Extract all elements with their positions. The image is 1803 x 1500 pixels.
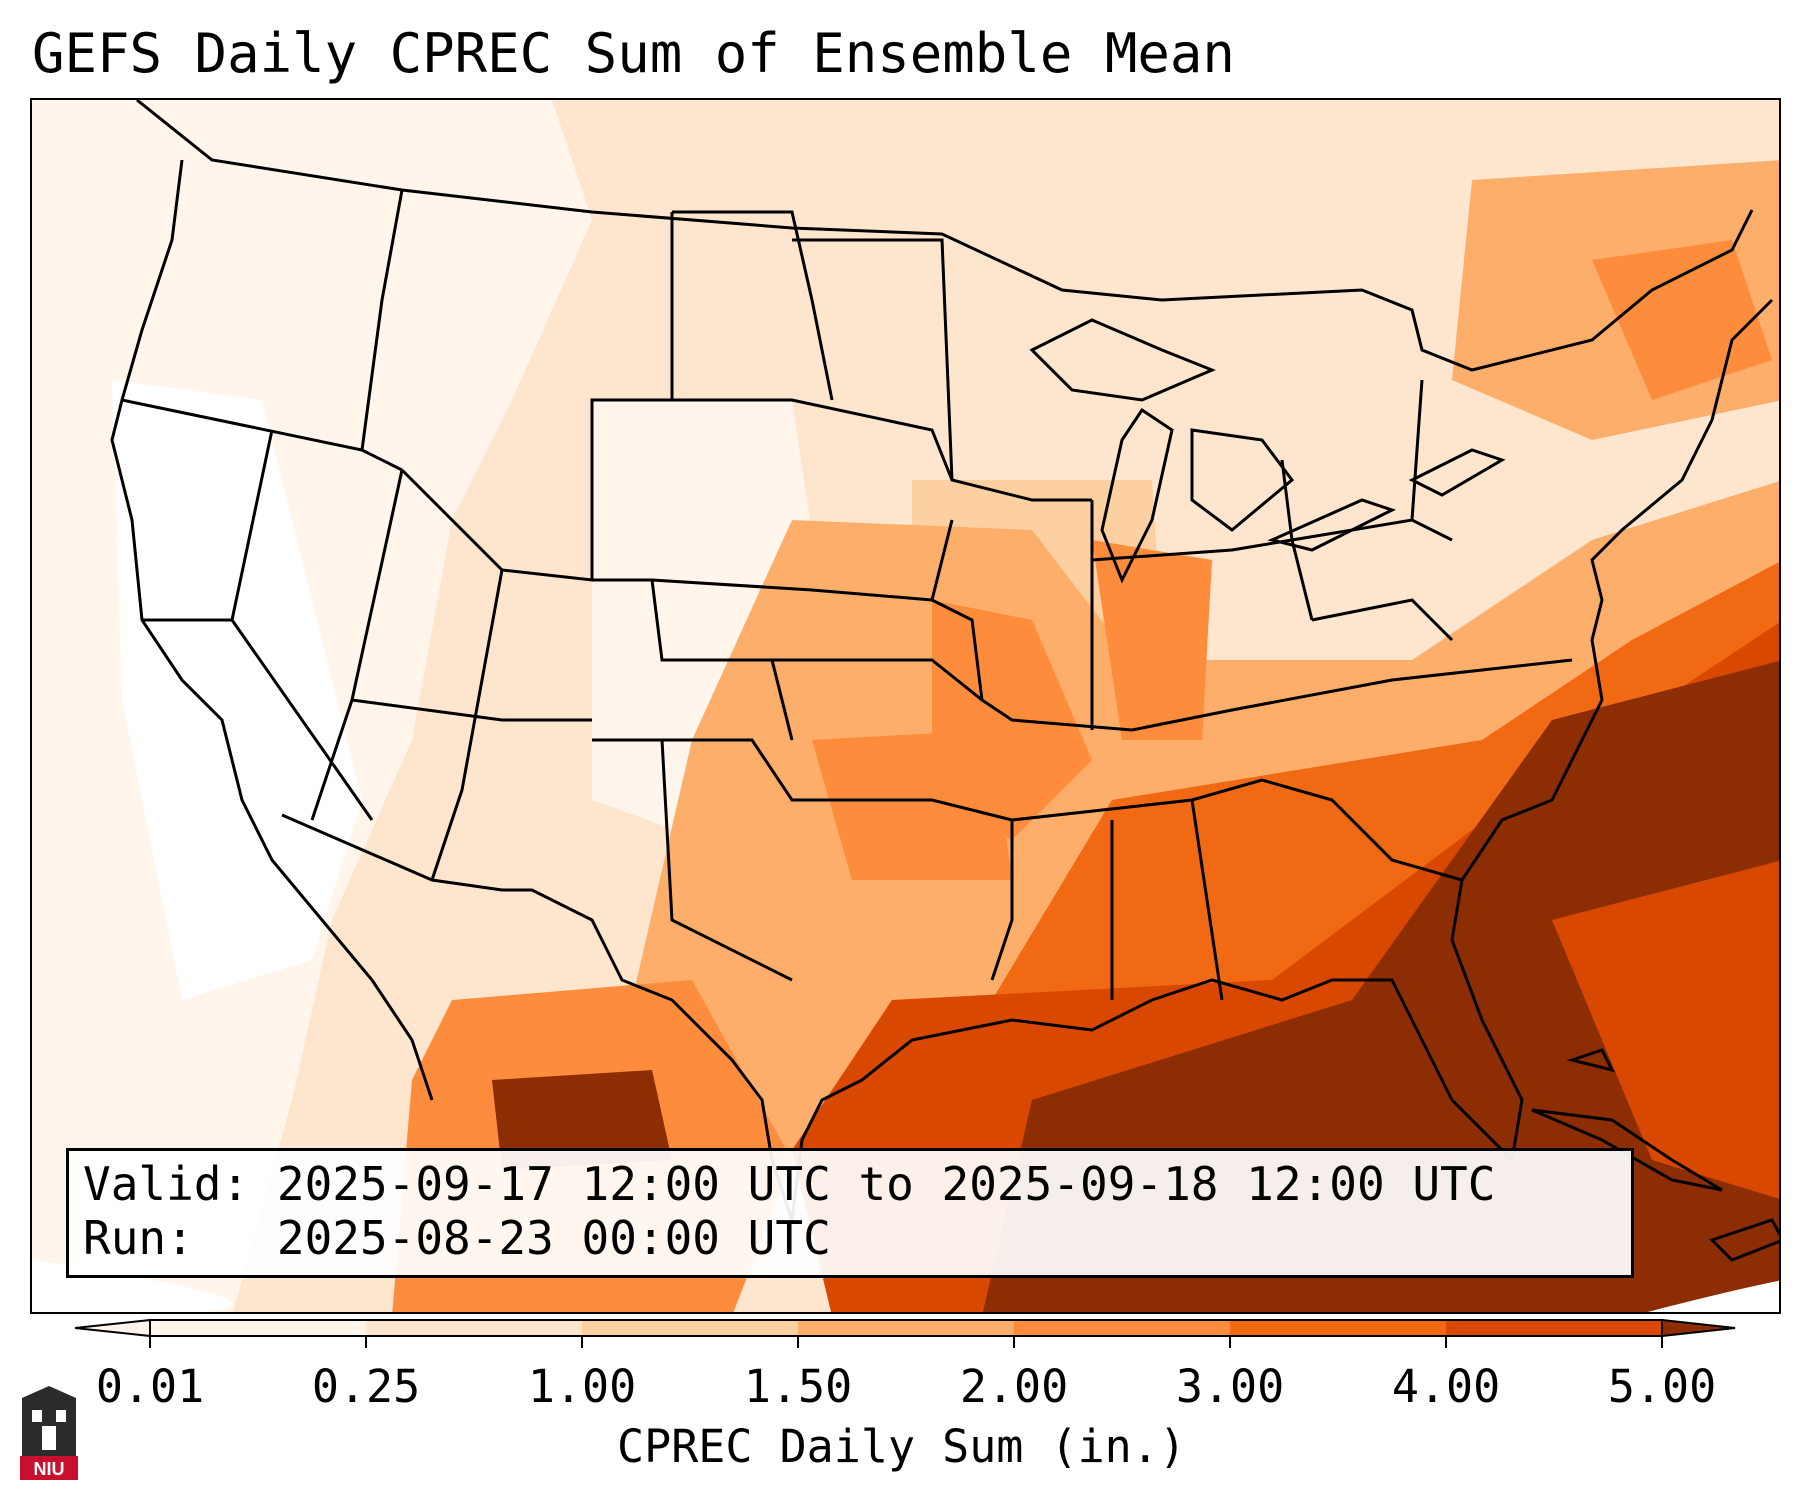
run-line: Run: 2025-08-23 00:00 UTC (83, 1211, 1617, 1265)
colorbar-under-arrow (74, 1318, 151, 1338)
colorbar-tick-label: 1.50 (743, 1360, 853, 1413)
great-lakes (1029, 318, 1506, 584)
precip-map (30, 98, 1781, 1314)
colorbar-tick-label: 1.00 (527, 1360, 637, 1413)
colorbar-title: CPREC Daily Sum (in.) (617, 1420, 1186, 1473)
logo-text: NIU (34, 1459, 65, 1479)
colorbar-segment (1446, 1320, 1662, 1336)
valid-value: 2025-09-17 12:00 UTC to 2025-09-18 12:00… (276, 1157, 1496, 1211)
colorbar-tick-label: 2.00 (959, 1360, 1069, 1413)
colorbar-tick-label: 0.01 (95, 1360, 205, 1413)
colorbar-tick-label: 4.00 (1391, 1360, 1501, 1413)
colorbar-segment (150, 1320, 366, 1336)
colorbar-tick-label: 0.25 (311, 1360, 421, 1413)
colorbar-ticks (149, 1336, 1663, 1348)
colorbar-tick-label: 5.00 (1607, 1360, 1717, 1413)
valid-label: Valid: (83, 1157, 250, 1211)
run-label: Run: (83, 1211, 250, 1265)
run-value: 2025-08-23 00:00 UTC (276, 1211, 831, 1265)
colorbar-segment (366, 1320, 582, 1336)
valid-line: Valid: 2025-09-17 12:00 UTC to 2025-09-1… (83, 1157, 1617, 1211)
caribbean-islands (1531, 1048, 1779, 1262)
map-canvas (32, 100, 1779, 1312)
valid-run-box: Valid: 2025-09-17 12:00 UTC to 2025-09-1… (66, 1148, 1634, 1278)
chart-title: GEFS Daily CPREC Sum of Ensemble Mean (32, 22, 1235, 85)
colorbar (74, 1318, 1736, 1348)
colorbar-segment (1230, 1320, 1446, 1336)
colorbar-segment (1014, 1320, 1230, 1336)
colorbar-outline (149, 1319, 1663, 1337)
colorbar-segments (74, 1318, 1736, 1338)
niu-logo: NIU (20, 1386, 78, 1480)
colorbar-tick-label: 3.00 (1175, 1360, 1285, 1413)
colorbar-segment (582, 1320, 798, 1336)
state-borders (110, 100, 1774, 1221)
colorbar-over-arrow (1661, 1318, 1736, 1338)
colorbar-segment (798, 1320, 1014, 1336)
